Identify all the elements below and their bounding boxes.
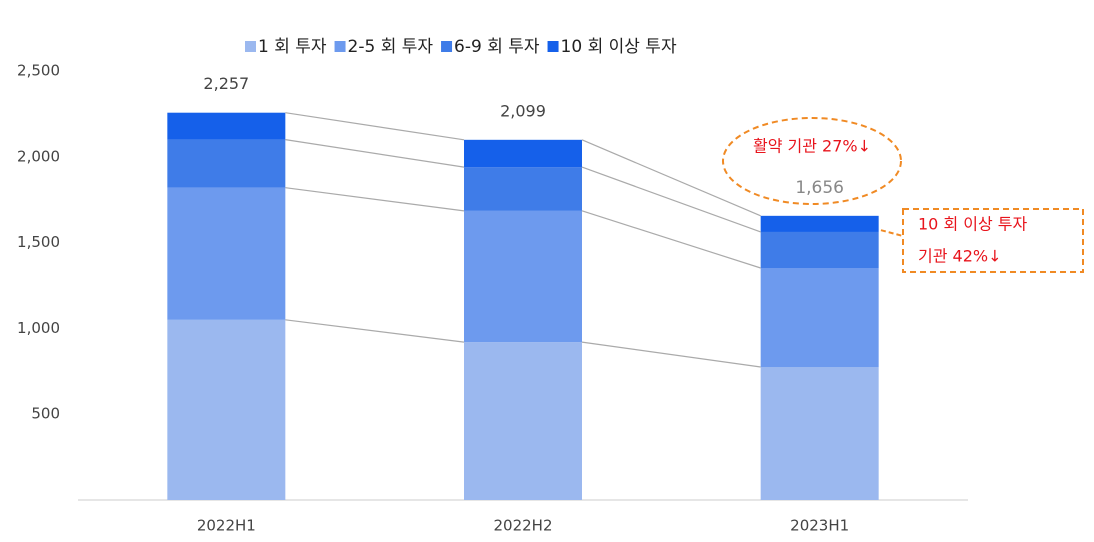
bar-segment: [167, 139, 286, 188]
legend-label: 1 회 투자: [258, 37, 327, 57]
bar-segment: [464, 139, 582, 168]
y-tick-label: 2,500: [17, 62, 60, 80]
connector-line: [285, 139, 465, 168]
highlight-box: [902, 208, 1084, 273]
y-tick-label: 500: [31, 405, 60, 423]
total-label: 2,257: [203, 74, 249, 93]
bar-segment: [167, 319, 286, 500]
legend-label: 6-9 회 투자: [454, 37, 540, 57]
connector-line: [581, 210, 761, 269]
bar-segment: [760, 267, 879, 368]
bar-segment: [167, 112, 286, 140]
highlight-ellipse: [722, 117, 902, 205]
bar-segment: [760, 215, 879, 232]
legend-swatch: [245, 41, 256, 52]
annotation: 활약 기관 27%↓: [753, 137, 871, 156]
connector-line: [285, 187, 465, 212]
connector-line: [581, 139, 761, 217]
total-label: 2,099: [500, 101, 546, 120]
x-tick-label: 2023H1: [790, 517, 849, 535]
connector-line: [581, 166, 761, 233]
annotation: 기관 42%↓: [918, 247, 1002, 266]
annotation: 10 회 이상 투자: [918, 215, 1027, 234]
legend-label: 2-5 회 투자: [348, 37, 434, 57]
connector-line: [581, 341, 761, 368]
y-tick-label: 1,500: [17, 233, 60, 251]
connector-line: [285, 112, 465, 141]
bar-segment: [167, 187, 286, 320]
y-tick-label: 2,000: [17, 147, 60, 165]
connector-line: [285, 319, 465, 343]
total-label: 1,656: [795, 178, 844, 198]
legend-swatch: [547, 41, 559, 52]
bar-segment: [760, 231, 879, 268]
bar-segment: [464, 342, 582, 500]
bar-segment: [464, 167, 582, 211]
legend-swatch: [441, 41, 453, 52]
bar-segment: [464, 210, 582, 343]
x-tick-label: 2022H1: [197, 517, 256, 535]
legend-swatch: [334, 41, 346, 52]
bar-segment: [760, 367, 879, 500]
y-tick-label: 1,000: [17, 319, 60, 337]
legend-label: 10 회 이상 투자: [561, 37, 677, 57]
x-tick-label: 2022H2: [494, 517, 553, 535]
